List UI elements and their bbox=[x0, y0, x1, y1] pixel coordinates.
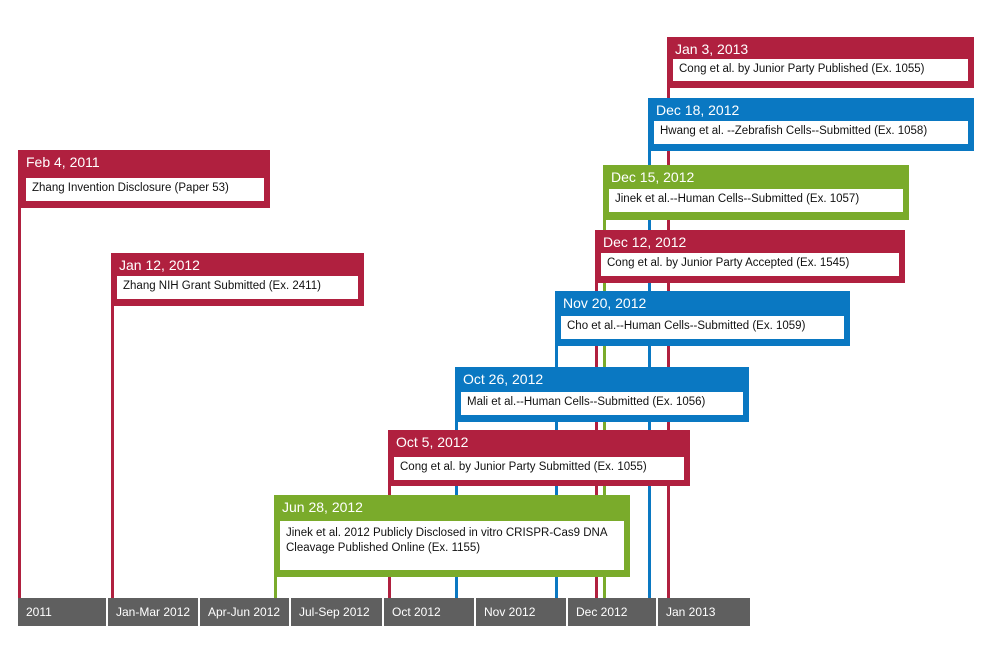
event-description: Zhang NIH Grant Submitted (Ex. 2411) bbox=[117, 276, 358, 299]
event-card-jan3-2013: Jan 3, 2013 Cong et al. by Junior Party … bbox=[667, 37, 974, 88]
event-description: Cong et al. by Junior Party Published (E… bbox=[673, 59, 968, 81]
event-description: Jinek et al. 2012 Publicly Disclosed in … bbox=[280, 521, 624, 570]
event-date: Jan 3, 2013 bbox=[675, 41, 749, 57]
event-date: Nov 20, 2012 bbox=[563, 295, 647, 311]
event-date: Dec 12, 2012 bbox=[603, 234, 687, 250]
event-date: Oct 26, 2012 bbox=[463, 371, 544, 387]
event-card-oct5-2012: Oct 5, 2012 Cong et al. by Junior Party … bbox=[388, 430, 690, 486]
axis-separator bbox=[566, 598, 568, 626]
event-date: Oct 5, 2012 bbox=[396, 434, 469, 450]
axis-segment-jul-sep-2012: Jul-Sep 2012 bbox=[291, 598, 382, 626]
axis-separator bbox=[656, 598, 658, 626]
event-date: Dec 15, 2012 bbox=[611, 169, 695, 185]
event-date: Feb 4, 2011 bbox=[26, 154, 100, 170]
event-card-oct26-2012: Oct 26, 2012 Mali et al.--Human Cells--S… bbox=[455, 367, 749, 422]
event-description: Mali et al.--Human Cells--Submitted (Ex.… bbox=[461, 392, 743, 415]
event-date: Jan 12, 2012 bbox=[119, 257, 200, 273]
event-card-jun28-2012: Jun 28, 2012 Jinek et al. 2012 Publicly … bbox=[274, 495, 630, 577]
event-description: Hwang et al. --Zebrafish Cells--Submitte… bbox=[654, 121, 968, 144]
axis-separator bbox=[474, 598, 476, 626]
axis-segment-dec-2012: Dec 2012 bbox=[568, 598, 656, 626]
event-date: Dec 18, 2012 bbox=[656, 102, 740, 118]
event-description: Cong et al. by Junior Party Accepted (Ex… bbox=[601, 253, 899, 276]
event-line-feb4-2011 bbox=[18, 150, 21, 598]
axis-segment-jan-2013: Jan 2013 bbox=[658, 598, 750, 626]
event-card-dec15-2012: Dec 15, 2012 Jinek et al.--Human Cells--… bbox=[603, 165, 909, 220]
event-line-jan12-2012 bbox=[111, 253, 114, 598]
event-description: Cho et al.--Human Cells--Submitted (Ex. … bbox=[561, 316, 844, 339]
event-line-dec18-2012 bbox=[648, 98, 651, 598]
axis-segment-nov-2012: Nov 2012 bbox=[476, 598, 566, 626]
event-date: Jun 28, 2012 bbox=[282, 499, 363, 515]
event-description: Jinek et al.--Human Cells--Submitted (Ex… bbox=[609, 189, 903, 212]
axis-separator bbox=[106, 598, 108, 626]
event-card-nov20-2012: Nov 20, 2012 Cho et al.--Human Cells--Su… bbox=[555, 291, 850, 346]
event-card-jan12-2012: Jan 12, 2012 Zhang NIH Grant Submitted (… bbox=[111, 253, 364, 306]
axis-separator bbox=[289, 598, 291, 626]
event-description: Cong et al. by Junior Party Submitted (E… bbox=[394, 457, 684, 480]
axis-segment-2011: 2011 bbox=[18, 598, 106, 626]
event-card-feb4-2011: Feb 4, 2011 Zhang Invention Disclosure (… bbox=[18, 150, 270, 208]
event-description: Zhang Invention Disclosure (Paper 53) bbox=[26, 178, 264, 201]
event-card-dec12-2012: Dec 12, 2012 Cong et al. by Junior Party… bbox=[595, 230, 905, 283]
axis-segment-oct-2012: Oct 2012 bbox=[384, 598, 474, 626]
axis-segment-jan-mar-2012: Jan-Mar 2012 bbox=[108, 598, 198, 626]
event-card-dec18-2012: Dec 18, 2012 Hwang et al. --Zebrafish Ce… bbox=[648, 98, 974, 151]
axis-segment-apr-jun-2012: Apr-Jun 2012 bbox=[200, 598, 289, 626]
axis-separator bbox=[198, 598, 200, 626]
axis-separator bbox=[382, 598, 384, 626]
